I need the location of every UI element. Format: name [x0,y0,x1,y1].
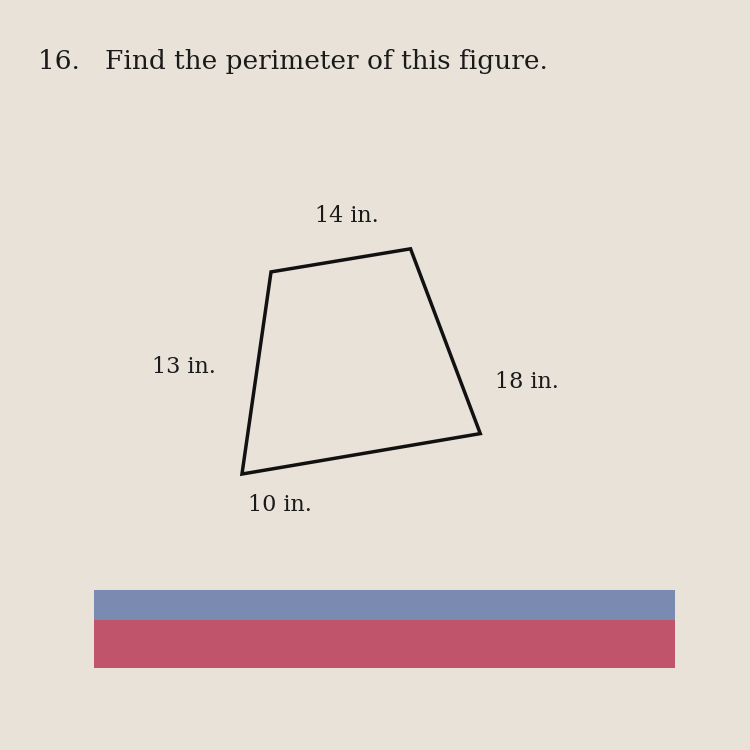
Text: 10 in.: 10 in. [248,494,312,516]
Text: 14 in.: 14 in. [315,206,379,227]
Bar [94,590,675,620]
Text: 18 in.: 18 in. [495,370,559,393]
Bar [94,620,675,668]
Text: 16.   Find the perimeter of this figure.: 16. Find the perimeter of this figure. [38,49,548,74]
Text: 13 in.: 13 in. [152,356,216,378]
